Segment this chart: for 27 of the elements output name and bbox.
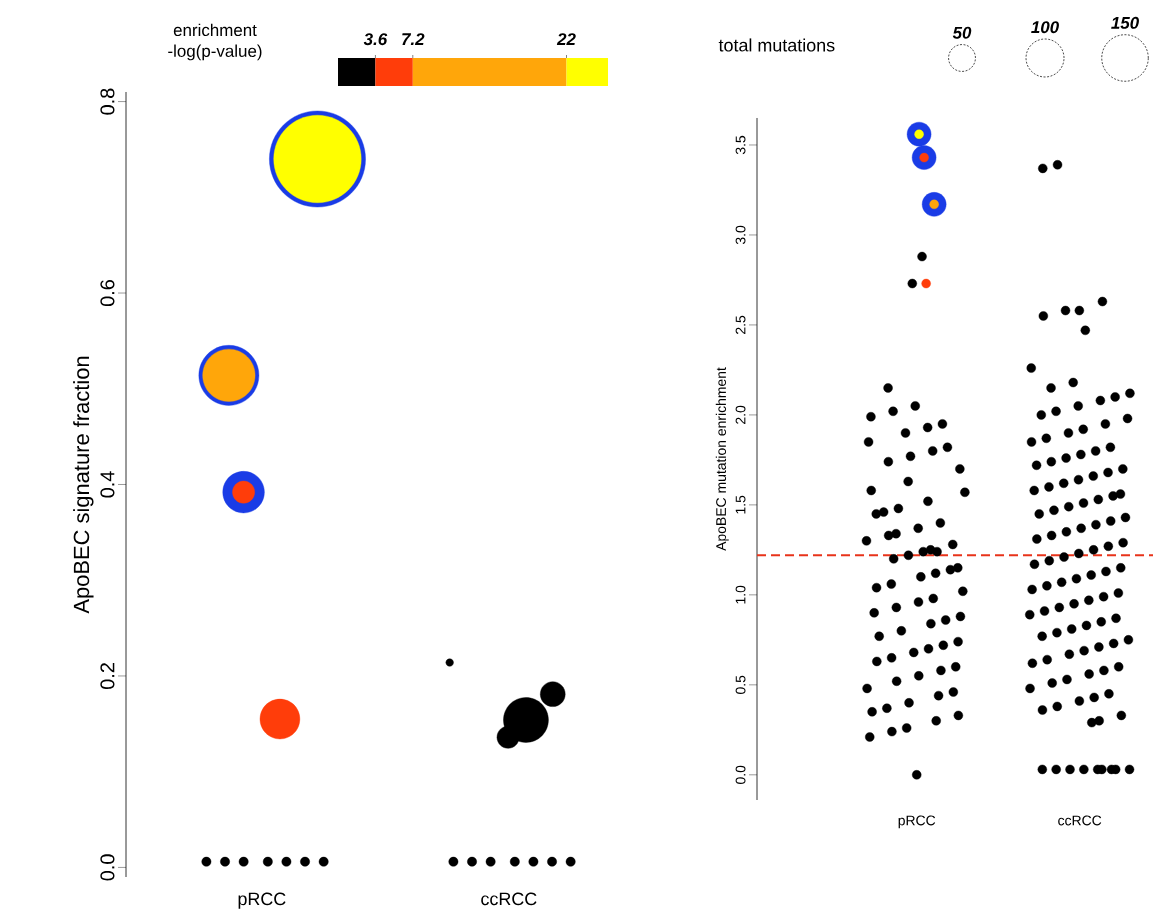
y-tick-label: 2.0 — [735, 405, 746, 424]
y-tick-label: 0.0 — [735, 765, 746, 784]
color-bar-label: 3.6 — [363, 33, 388, 46]
x-tick-label: ccRCC — [1058, 815, 1102, 826]
color-bar-label: 7.2 — [402, 33, 425, 45]
y-tick-label: 0.2 — [100, 663, 115, 690]
y-tick-label: 0.8 — [100, 88, 115, 115]
y-tick-label: 0.4 — [100, 471, 115, 498]
y-tick-label: 1.5 — [735, 495, 746, 514]
y-tick-label: 0.6 — [100, 280, 115, 307]
legend-label: 150 — [1111, 16, 1139, 29]
y-axis-title: ApoBEC mutation enrichment — [715, 367, 729, 551]
color-bar-title: enrichment -log(p-value) — [168, 23, 262, 61]
y-tick-label: 3.5 — [735, 135, 746, 155]
y-tick-label: 2.5 — [735, 315, 746, 334]
y-tick-label: 0.0 — [100, 854, 115, 881]
legend-title: total mutations — [718, 38, 835, 52]
color-bar-label: 22 — [556, 33, 576, 45]
y-axis-title: ApoBEC signature fraction — [73, 356, 94, 614]
x-tick-label: ccRCC — [481, 892, 537, 906]
legend-label: 50 — [952, 26, 972, 39]
x-tick-label: pRCC — [238, 892, 286, 909]
y-tick-label: 1.0 — [735, 585, 746, 604]
y-tick-label: 3.0 — [735, 225, 746, 245]
x-tick-label: pRCC — [898, 815, 936, 829]
y-tick-label: 0.5 — [735, 675, 746, 694]
legend-label: 100 — [1031, 21, 1059, 34]
